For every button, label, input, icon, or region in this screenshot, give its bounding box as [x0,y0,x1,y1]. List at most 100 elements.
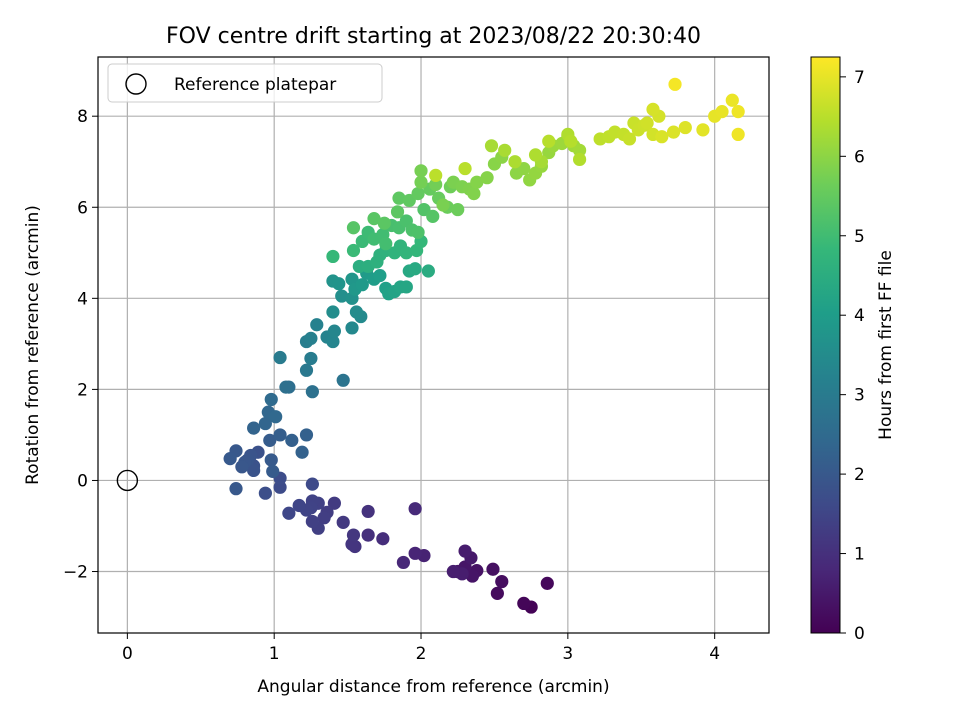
data-point [696,123,710,137]
x-axis-label: Angular distance from reference (arcmin) [257,677,609,697]
data-point [508,155,522,169]
data-point [247,421,261,435]
data-point [408,262,422,276]
data-point [542,134,556,148]
y-tick-label: 0 [77,471,88,491]
y-axis-label: Rotation from reference (arcmin) [23,205,43,485]
data-point [266,464,280,478]
y-tick-label: 2 [77,380,88,400]
data-point [367,212,381,226]
data-point [258,416,272,431]
data-point [264,392,278,407]
data-point [414,164,428,178]
data-point [540,576,554,590]
data-point [345,321,359,335]
data-point [458,161,472,176]
x-tick-label: 0 [122,644,133,664]
x-tick-label: 2 [416,644,427,664]
data-point [223,452,237,466]
colorbar-tick-label: 3 [854,386,865,406]
data-point [285,433,299,447]
data-point [376,532,390,546]
y-tick-label: 6 [77,198,88,218]
reference-marker [116,469,139,492]
data-point [346,243,361,258]
data-point [373,268,387,283]
data-point [715,105,729,119]
data-point [446,564,460,579]
data-point [229,482,243,496]
data-point [317,511,331,525]
data-point [247,463,261,478]
grid [98,57,769,633]
data-point [355,278,369,292]
data-point [495,574,509,589]
data-point [326,249,340,264]
colorbar: 0 1 2 3 4 5 6 7 Hours from first FF file [810,56,896,644]
data-point [451,202,465,217]
data-point [421,264,435,278]
data-point [361,528,375,542]
data-point [668,77,682,91]
data-point [411,225,425,239]
y-tick-label: −2 [63,563,88,583]
data-point [480,171,494,185]
data-point [470,175,484,189]
data-point [273,428,287,442]
data-point [399,246,413,260]
data-point [264,453,278,467]
data-point [349,305,364,319]
colorbar-tick-label: 0 [854,624,865,644]
data-point [725,93,739,107]
colorbar-label: Hours from first FF file [876,250,896,440]
data-point [336,373,350,387]
colorbar-tick-label: 5 [854,227,865,247]
data-point [498,143,512,157]
chart-title: FOV centre drift starting at 2023/08/22 … [166,24,701,49]
data-point [484,139,499,153]
data-point [305,385,319,399]
colorbar-tick-label: 2 [854,465,865,485]
data-point [408,502,422,516]
data-point [335,289,349,303]
data-point [458,544,472,558]
data-point [517,596,531,611]
x-axis: 0 1 2 3 4 [122,633,720,664]
data-point [305,514,319,529]
plot-frame [97,56,770,634]
y-axis: −2 0 2 4 6 8 [63,107,98,583]
data-point [467,187,481,201]
data-point [408,546,422,560]
data-point [655,130,669,144]
y-tick-label: 4 [77,289,88,309]
data-point [429,168,443,182]
data-point [305,477,319,491]
data-point [361,504,375,519]
data-point [326,305,340,319]
legend-marker-reference [125,73,147,95]
data-point [396,555,411,570]
data-point [304,351,318,366]
data-point [258,486,272,500]
data-point [399,280,413,294]
x-tick-label: 3 [562,644,573,664]
data-point [327,496,341,510]
data-point [345,272,359,286]
data-point [299,428,314,442]
data-point [414,175,428,189]
data-point [646,102,660,116]
data-point [411,187,425,201]
data-point [292,498,306,513]
data-point [486,562,500,576]
legend-box [107,63,383,103]
data-point [304,331,318,345]
x-tick-label: 4 [709,644,720,664]
data-point [310,318,324,332]
data-point [622,132,637,146]
data-point [678,120,692,135]
data-point [426,209,440,223]
data-point [332,277,346,291]
colorbar-tick-label: 7 [854,68,865,88]
data-point [429,177,443,192]
data-point [299,363,314,377]
